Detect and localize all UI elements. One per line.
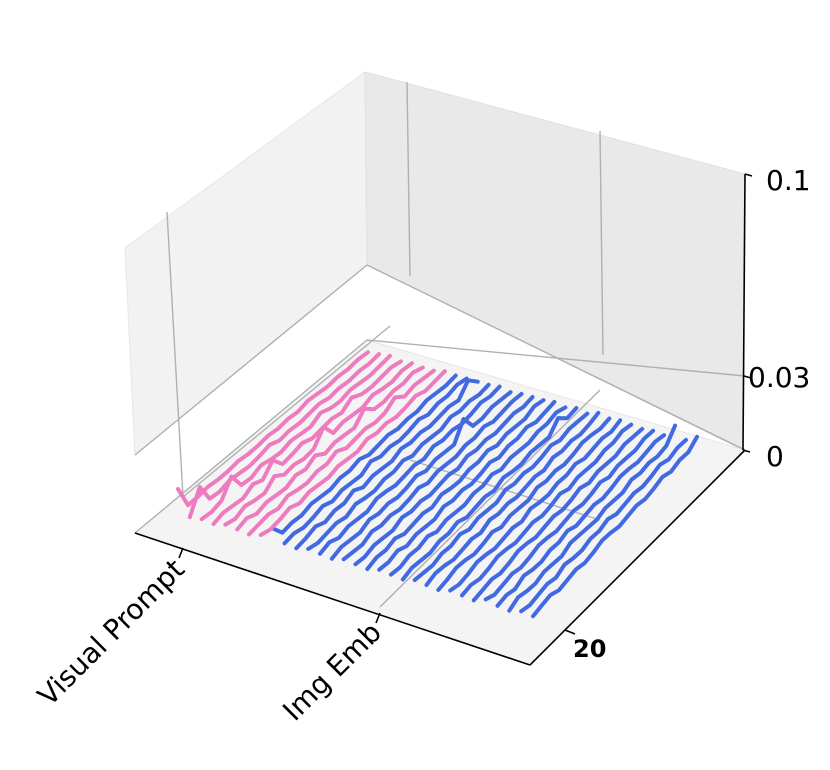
series-line-visual-prompt-1 (187, 352, 381, 520)
series-line-img-emb-27 (495, 433, 667, 608)
series-line-img-emb-19 (400, 406, 579, 582)
series-line-img-emb-11 (306, 382, 491, 551)
grid-line (379, 389, 601, 608)
series-line-img-emb-9 (282, 376, 469, 546)
axis-lines (134, 173, 753, 666)
series-line-img-emb-8 (270, 373, 458, 535)
series-line-img-emb-29 (519, 437, 688, 614)
series-line-img-emb-14 (341, 391, 524, 562)
series-line-img-emb-13 (329, 390, 513, 561)
series-line-img-emb-20 (412, 411, 590, 583)
z-tick-mark (743, 375, 752, 379)
z-tick-label-0: 0 (766, 440, 784, 473)
series-line-visual-prompt-3 (211, 359, 403, 526)
series-line-img-emb-16 (365, 398, 546, 572)
x-tick-mark (375, 612, 381, 624)
grid-line (406, 81, 411, 277)
x-axis-line (134, 532, 531, 666)
z-tick-mark (742, 449, 751, 453)
series-line-img-emb-25 (471, 426, 645, 603)
series-line-img-emb-23 (448, 418, 623, 593)
x-tick-label-visual-prompt: Visual Prompt (31, 553, 191, 713)
grid-line (366, 339, 746, 377)
series-line-visual-prompt-0 (176, 350, 370, 508)
y-axis-line (529, 449, 746, 666)
series-line-img-emb-24 (460, 422, 634, 598)
grid-line (134, 339, 368, 534)
series-line-visual-prompt-6 (247, 368, 436, 537)
series-layer (176, 350, 699, 619)
series-line-img-emb-22 (436, 416, 612, 592)
y-tick-label: 20 (573, 635, 606, 663)
series-line-img-emb-10 (294, 378, 480, 551)
z-axis-line (742, 173, 746, 451)
grid-line (134, 264, 368, 456)
series-line-img-emb-26 (483, 428, 656, 602)
series-line-img-emb-28 (507, 423, 678, 613)
grid-line (182, 325, 391, 498)
z-tick-label-003: 0.03 (748, 361, 810, 394)
x-tick-mark (178, 547, 184, 559)
series-line-img-emb-18 (389, 405, 568, 577)
grid-line (166, 211, 184, 498)
series-line-img-emb-12 (318, 384, 502, 556)
series-line-img-emb-30 (531, 434, 699, 619)
series-line-visual-prompt-7 (258, 369, 447, 537)
z-tick-mark (744, 173, 753, 177)
series-line-visual-prompt-4 (223, 361, 414, 527)
series-line-img-emb-17 (377, 399, 557, 572)
series-line-img-emb-15 (353, 395, 535, 567)
x-tick-label-img-emb: Img Emb (276, 616, 388, 728)
series-line-img-emb-21 (424, 410, 601, 587)
z-tick-label-01: 0.1 (766, 164, 811, 197)
series-line-visual-prompt-5 (235, 365, 425, 532)
grid-line (599, 130, 604, 356)
y-tick-mark (564, 629, 576, 635)
